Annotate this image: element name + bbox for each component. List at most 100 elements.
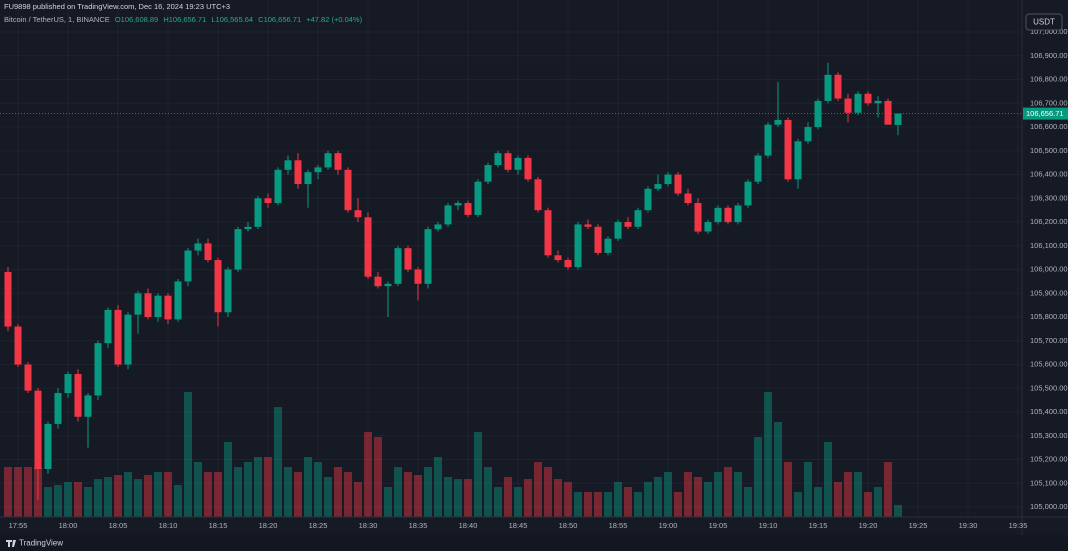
candle-body <box>44 423 52 470</box>
candle-body <box>14 326 22 365</box>
volume-bar <box>824 442 832 517</box>
volume-bar <box>284 467 292 517</box>
volume-bar <box>24 467 32 517</box>
volume-bar <box>454 479 462 517</box>
candle-body <box>494 153 502 166</box>
candle-body <box>804 127 812 142</box>
candle-body <box>724 207 732 223</box>
candle-body <box>254 198 262 227</box>
candle-body <box>164 295 172 320</box>
y-tick-label: 106,300.00 <box>1030 193 1068 202</box>
y-tick-label: 105,200.00 <box>1030 455 1068 464</box>
volume-bar <box>264 457 272 517</box>
legend-change: +47.82 (+0.04%) <box>306 15 363 24</box>
volume-bar <box>694 477 702 517</box>
x-tick-label: 18:35 <box>409 521 428 530</box>
candle-body <box>664 174 672 185</box>
last-price-label: 106,656.71 <box>1026 109 1064 118</box>
volume-bar <box>4 467 12 517</box>
volume-bar <box>894 505 902 517</box>
candle-body <box>214 260 222 313</box>
volume-bar <box>414 475 422 517</box>
brand-logo <box>6 540 16 547</box>
volume-bar <box>104 477 112 517</box>
x-tick-label: 17:55 <box>9 521 28 530</box>
volume-bar <box>814 487 822 517</box>
candle-body <box>784 119 792 180</box>
candle-body <box>434 224 442 230</box>
y-tick-label: 105,500.00 <box>1030 383 1068 392</box>
volume-bar <box>114 475 122 517</box>
legend-low: L106,565.64 <box>211 15 254 24</box>
candle-body <box>354 210 362 218</box>
candle-body <box>704 222 712 232</box>
volume-bar <box>874 487 882 517</box>
last-price-box <box>1023 107 1068 120</box>
candle-body <box>594 226 602 253</box>
x-tick-label: 18:50 <box>559 521 578 530</box>
volume-bar <box>214 472 222 517</box>
candle-body <box>654 184 662 189</box>
candle-body <box>504 153 512 170</box>
candle-body <box>684 193 692 204</box>
candle-body <box>764 124 772 156</box>
currency-label[interactable]: USDT <box>1033 18 1055 27</box>
candle-body <box>734 205 742 223</box>
y-tick-label: 105,400.00 <box>1030 407 1068 416</box>
y-tick-label: 105,900.00 <box>1030 288 1068 297</box>
volume-bar <box>594 492 602 517</box>
x-tick-label: 19:20 <box>859 521 878 530</box>
volume-bar <box>834 482 842 517</box>
volume-bar <box>404 472 412 517</box>
volume-bar <box>94 479 102 517</box>
candle-body <box>64 374 72 394</box>
volume-bar <box>184 392 192 517</box>
volume-bar <box>374 437 382 517</box>
currency-button[interactable] <box>1025 13 1063 31</box>
volume-bar <box>204 472 212 517</box>
x-tick-label: 18:15 <box>209 521 228 530</box>
candle-body <box>224 269 232 313</box>
x-tick-label: 19:15 <box>809 521 828 530</box>
volume-bar <box>484 467 492 517</box>
candle-body <box>864 93 872 104</box>
candle-body <box>884 100 892 125</box>
volume-bar <box>194 462 202 517</box>
candle-body <box>174 281 182 320</box>
candle-body <box>714 207 722 223</box>
candle-body <box>124 314 132 365</box>
volume-bar <box>254 457 262 517</box>
candle-body <box>304 172 312 185</box>
volume-bar <box>714 472 722 517</box>
candle-body <box>814 100 822 128</box>
y-tick-label: 106,200.00 <box>1030 217 1068 226</box>
volume-bar <box>424 467 432 517</box>
volume-bar <box>334 467 342 517</box>
axes: 105,000.00 105,100.00 105,200.00 105,300.00… <box>9 27 1068 530</box>
candle-body <box>314 167 322 173</box>
candle-body <box>274 169 282 204</box>
candle-body <box>154 295 162 318</box>
volume-bar <box>244 462 252 517</box>
volume-bar <box>574 492 582 517</box>
candle-body <box>414 269 422 284</box>
volume-bar <box>314 462 322 517</box>
volume-bar <box>44 487 52 517</box>
candle-body <box>94 343 102 396</box>
candle-body <box>534 179 542 211</box>
volume-bar <box>164 472 172 517</box>
volume-bar <box>74 482 82 517</box>
volume-bar <box>854 472 862 517</box>
y-tick-label: 105,600.00 <box>1030 360 1068 369</box>
candle-body <box>404 248 412 270</box>
candle-layer <box>4 62 902 500</box>
x-tick-label: 18:40 <box>459 521 478 530</box>
y-tick-label: 105,100.00 <box>1030 478 1068 487</box>
candle-body <box>4 271 12 327</box>
volume-bar <box>784 462 792 517</box>
volume-bar <box>144 475 152 517</box>
y-tick-label: 106,100.00 <box>1030 241 1068 250</box>
candle-body <box>674 174 682 194</box>
candle-body <box>384 283 392 287</box>
